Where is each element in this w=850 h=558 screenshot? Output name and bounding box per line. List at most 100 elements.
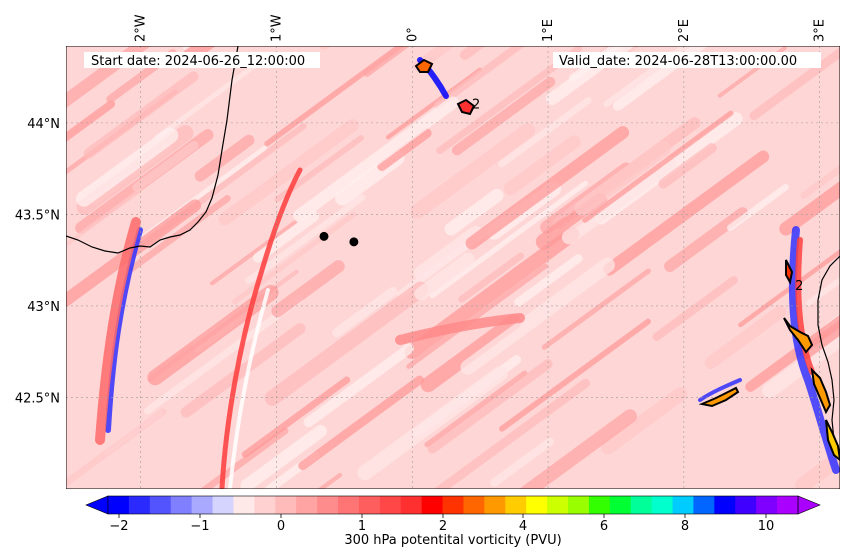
colorbar-segment [421, 496, 444, 514]
colorbar-segment [714, 496, 736, 514]
pv-streak [600, 387, 688, 455]
pv-streak [458, 252, 525, 303]
valid-date-box [553, 52, 821, 68]
colorbar-segment [275, 496, 297, 514]
pv-streak [800, 164, 840, 199]
station-markers [319, 231, 359, 247]
pv-streak [240, 424, 327, 489]
pv-streak [799, 319, 840, 359]
colorbar: −2 −1 0 1 2 4 6 8 10 [85, 495, 821, 534]
pv-streak [514, 253, 583, 307]
pv-streak [779, 180, 840, 236]
pv-streak [762, 329, 840, 398]
pv-band [698, 378, 742, 402]
colorbar-extend-max [797, 495, 821, 515]
pv-streak [749, 47, 840, 121]
colorbar-segment [672, 496, 694, 514]
contour-labels: 22 [472, 98, 803, 294]
colorbar-segment [526, 496, 548, 514]
pv-streak [406, 263, 549, 369]
colorbar-segment [254, 496, 276, 514]
colorbar-segment [588, 496, 611, 514]
pv-streak [413, 225, 483, 281]
pv-streak [298, 375, 424, 471]
colorbar-segment [191, 496, 214, 514]
colorbar-segment [379, 496, 402, 514]
colorbar-segment [212, 496, 234, 514]
pv-band [219, 167, 303, 489]
colorbar-tick-label: 0 [277, 519, 285, 534]
pv-streak [317, 472, 343, 489]
colorbar-label: 300 hPa potentital vorticity (PVU) [344, 533, 561, 548]
colorbar-tick-label: 4 [519, 519, 527, 534]
contour-label: 2 [472, 98, 480, 113]
pv-streak [363, 46, 411, 77]
colorbar-tick-label: 8 [681, 519, 689, 534]
colorbar-segment [463, 496, 485, 514]
colorbar-segment [149, 496, 172, 514]
lon-tick-label: 1°W [269, 14, 284, 42]
pv-streak [241, 376, 351, 458]
pv-streak [218, 119, 359, 226]
pv-band [105, 227, 143, 433]
pv-streak [704, 305, 787, 370]
pv-band [788, 226, 840, 474]
coastline-mediterranean [817, 255, 840, 461]
pv-streak [490, 437, 554, 487]
colorbar-extend-min [85, 495, 109, 515]
colorbar-tick-label: 10 [758, 519, 775, 534]
lon-tick-label: 1°E [541, 19, 556, 42]
pv-streak [264, 281, 429, 406]
pv-streak [357, 365, 508, 481]
colorbar-segment [170, 496, 193, 514]
colorbar-segment [400, 496, 423, 514]
pv-band [228, 288, 270, 489]
colorbar-segment [484, 496, 506, 514]
pv-streak [603, 0, 650, 34]
pv-streak [503, 135, 581, 196]
colorbar-segment [442, 496, 464, 514]
pv-streak [433, 378, 591, 489]
map-panel: 22 [66, 0, 840, 489]
pv-streak [66, 100, 116, 143]
pv-streak [664, 207, 749, 272]
pv-streak [658, 143, 717, 189]
colorbar-segment [296, 496, 318, 514]
pv-streak [128, 195, 231, 272]
colorbar-tick-label: 1 [358, 519, 366, 534]
pv-streak [414, 252, 475, 301]
lon-tick-label: 2°E [677, 19, 692, 42]
colorbar-segment [630, 496, 653, 514]
colorbar-segment [609, 496, 632, 514]
valid-date-text: Valid_date: 2024-06-28T13:00:00.00 [559, 54, 797, 69]
pv-streak [519, 409, 637, 489]
pv-streak [420, 314, 522, 393]
pv-streak [180, 323, 306, 418]
lon-tick-label: 2°W [134, 14, 149, 42]
colorbar-segment [505, 496, 527, 514]
pv-streak [245, 194, 366, 284]
pv-streak [332, 286, 398, 338]
colorbar-segment [128, 496, 151, 514]
colorbar-segment [317, 496, 339, 514]
colorbar-segment [693, 496, 715, 514]
pv-streak [377, 128, 432, 171]
pv-streak [194, 134, 255, 182]
colorbar-segment [108, 496, 130, 514]
pv-field-streaks [66, 0, 840, 489]
colorbar-segment [547, 496, 569, 514]
colorbar-segment [233, 496, 255, 514]
pv-streak [200, 427, 289, 489]
pv-streak [795, 448, 840, 489]
colorbar-tick-label: 6 [600, 519, 608, 534]
colorbar-tick-label: −1 [190, 519, 209, 534]
lon-tick-label: 0° [405, 27, 420, 42]
pv-streak [498, 97, 592, 168]
pv-streak [75, 127, 179, 207]
pv-streak [209, 220, 298, 286]
station-marker [319, 231, 329, 241]
colorbar-segment [568, 496, 590, 514]
pv-band [395, 313, 525, 345]
lat-tick-label: 43°N [27, 300, 60, 315]
